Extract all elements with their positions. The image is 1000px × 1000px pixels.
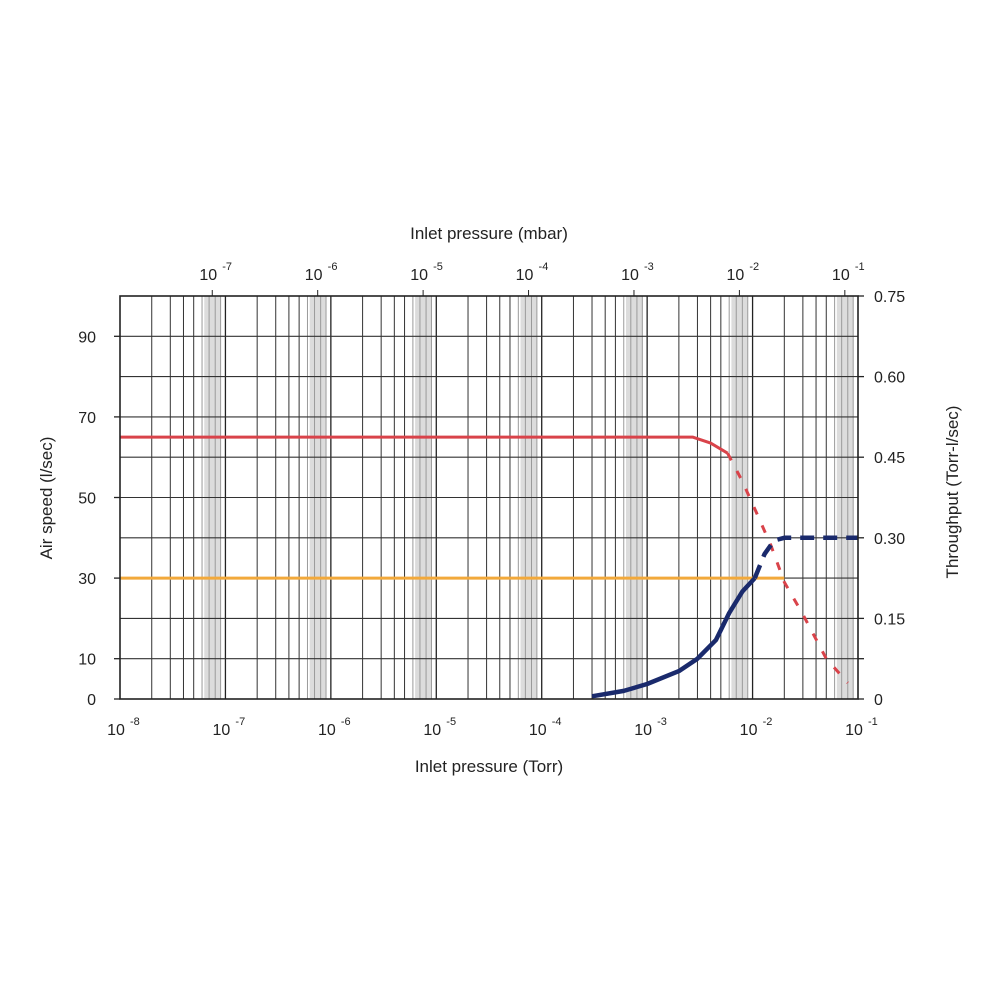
left-axis-title: Air speed (l/sec) [37, 437, 56, 560]
bottom-tick-exponent: -6 [341, 716, 351, 728]
right-axis-title: Throughput (Torr-l/sec) [943, 406, 962, 579]
top-tick-exponent: -7 [222, 261, 232, 273]
top-axis-title: Inlet pressure (mbar) [410, 224, 568, 243]
data-series [120, 435, 858, 699]
top-tick-exponent: -2 [749, 261, 759, 273]
bottom-tick-label: 10 [740, 722, 758, 739]
axis-ticks: 0 10 30 50 70 90 0 0.15 0.30 0.45 0.60 0.75 10 -8 10 -7… [78, 261, 905, 739]
bottom-tick-exponent: -8 [130, 716, 140, 728]
left-tick-label: 90 [78, 329, 96, 346]
gridlines [120, 295, 858, 700]
right-tick-label: 0.75 [874, 289, 905, 306]
bottom-tick-label: 10 [318, 722, 336, 739]
top-tick-label: 10 [832, 267, 850, 284]
top-tick-label: 10 [305, 267, 323, 284]
throughput-line [591, 576, 757, 699]
bottom-tick-label: 10 [845, 722, 863, 739]
top-tick-label: 10 [199, 267, 217, 284]
air-speed-extrapolated-line [726, 452, 849, 684]
bottom-tick-exponent: -7 [235, 716, 245, 728]
left-tick-label: 70 [78, 410, 96, 427]
bottom-tick-label: 10 [423, 722, 441, 739]
bottom-tick-exponent: -2 [763, 716, 773, 728]
top-tick-label: 10 [727, 267, 745, 284]
bottom-tick-label: 10 [634, 722, 652, 739]
top-tick-label: 10 [621, 267, 639, 284]
right-tick-label: 0.45 [874, 450, 905, 467]
throughput-extrapolated-line [752, 535, 858, 579]
top-tick-exponent: -6 [328, 261, 338, 273]
left-tick-label: 30 [78, 571, 96, 588]
bottom-tick-label: 10 [529, 722, 547, 739]
top-tick-exponent: -5 [433, 261, 443, 273]
bottom-tick-exponent: -3 [657, 716, 667, 728]
left-tick-label: 0 [87, 692, 96, 709]
air-speed-line [120, 435, 729, 455]
right-tick-label: 0.60 [874, 370, 905, 387]
bottom-tick-exponent: -4 [552, 716, 562, 728]
left-tick-label: 50 [78, 491, 96, 508]
top-tick-exponent: -4 [539, 261, 549, 273]
bottom-tick-exponent: -5 [446, 716, 456, 728]
left-tick-label: 10 [78, 652, 96, 669]
top-tick-label: 10 [410, 267, 428, 284]
top-tick-label: 10 [516, 267, 534, 284]
top-tick-exponent: -1 [855, 261, 865, 273]
bottom-tick-label: 10 [213, 722, 231, 739]
right-tick-label: 0.30 [874, 531, 905, 548]
right-tick-label: 0 [874, 692, 883, 709]
bottom-tick-exponent: -1 [868, 716, 878, 728]
top-tick-exponent: -3 [644, 261, 654, 273]
bottom-axis-title: Inlet pressure (Torr) [415, 757, 563, 776]
bottom-tick-label: 10 [107, 722, 125, 739]
right-tick-label: 0.15 [874, 611, 905, 628]
